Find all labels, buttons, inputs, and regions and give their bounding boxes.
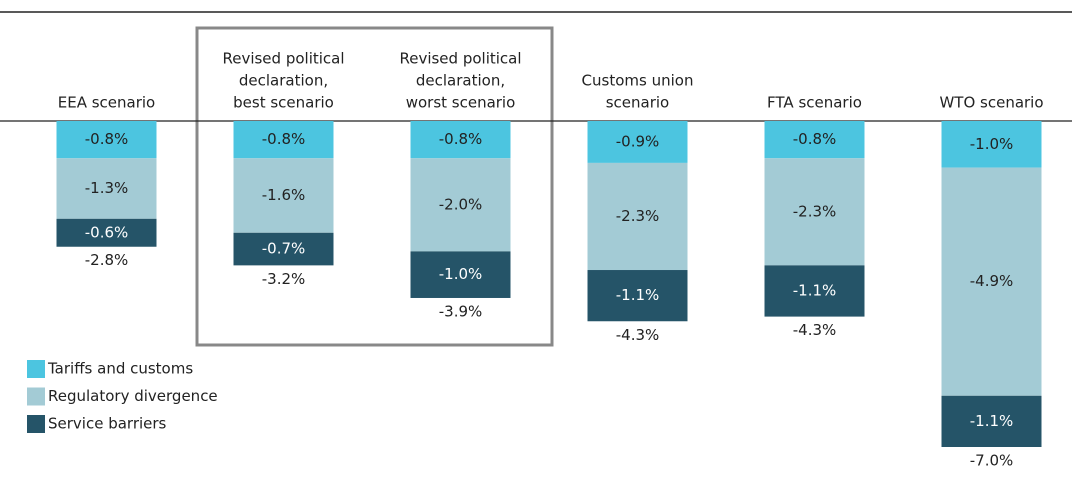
bar-segment [56, 121, 157, 159]
value-label: -1.0% [970, 135, 1014, 153]
value-label: -0.8% [439, 130, 483, 148]
x-tick-label: Customs union [582, 72, 694, 90]
x-tick-label: best scenario [233, 94, 334, 112]
x-tick-label: worst scenario [406, 94, 516, 112]
total-label: -4.3% [616, 326, 660, 344]
value-label: -0.9% [616, 132, 660, 150]
value-label: -4.9% [970, 272, 1014, 290]
bar-segment [941, 121, 1042, 168]
bar-segment [941, 395, 1042, 447]
value-label: -0.8% [85, 130, 129, 148]
bar-segment [410, 121, 511, 159]
value-label: -0.8% [793, 130, 837, 148]
value-label: -2.0% [439, 195, 483, 213]
bar-segment [410, 251, 511, 298]
bar-segment [941, 167, 1042, 396]
value-label: -1.6% [262, 186, 306, 204]
highlight-box [195, 26, 554, 347]
bar-segment [233, 232, 334, 266]
bar-segment [764, 121, 865, 159]
value-label: -2.3% [616, 207, 660, 225]
value-label: -1.0% [439, 265, 483, 283]
total-label: -4.3% [793, 321, 837, 339]
x-tick-label: scenario [606, 94, 670, 112]
value-label: -2.3% [793, 202, 837, 220]
bar-segment [764, 158, 865, 266]
legend-swatch [27, 415, 45, 433]
bar-segment [587, 121, 688, 163]
bar-segment [56, 218, 157, 247]
value-label: -1.1% [970, 412, 1014, 430]
value-label: -0.6% [85, 223, 129, 241]
bar-segment [233, 121, 334, 159]
total-label: -7.0% [970, 452, 1014, 470]
total-label: -2.8% [85, 251, 129, 269]
x-tick-label: declaration, [416, 72, 505, 90]
legend-swatch [27, 360, 45, 378]
bar-segment [410, 158, 511, 252]
legend-label: Regulatory divergence [48, 387, 218, 405]
value-label: -1.1% [616, 286, 660, 304]
bar-segment [764, 265, 865, 317]
x-tick-label: WTO scenario [939, 94, 1043, 112]
bar-segment [587, 270, 688, 322]
x-tick-label: EEA scenario [58, 94, 156, 112]
legend-swatch [27, 387, 45, 406]
legend-label: Service barriers [48, 415, 167, 433]
x-tick-label: Revised political [222, 50, 344, 68]
total-label: -3.9% [439, 302, 483, 320]
value-label: -0.8% [262, 130, 306, 148]
x-tick-label: FTA scenario [767, 94, 862, 112]
value-label: -1.3% [85, 179, 129, 197]
x-tick-label: Revised political [399, 50, 521, 68]
total-label: -3.2% [262, 270, 306, 288]
bar-segment [56, 158, 157, 219]
legend-label: Tariffs and customs [47, 360, 193, 378]
bar-segment [587, 162, 688, 271]
value-label: -1.1% [793, 281, 837, 299]
value-label: -0.7% [262, 240, 306, 258]
x-tick-label: declaration, [239, 72, 328, 90]
bar-segment [233, 158, 334, 233]
